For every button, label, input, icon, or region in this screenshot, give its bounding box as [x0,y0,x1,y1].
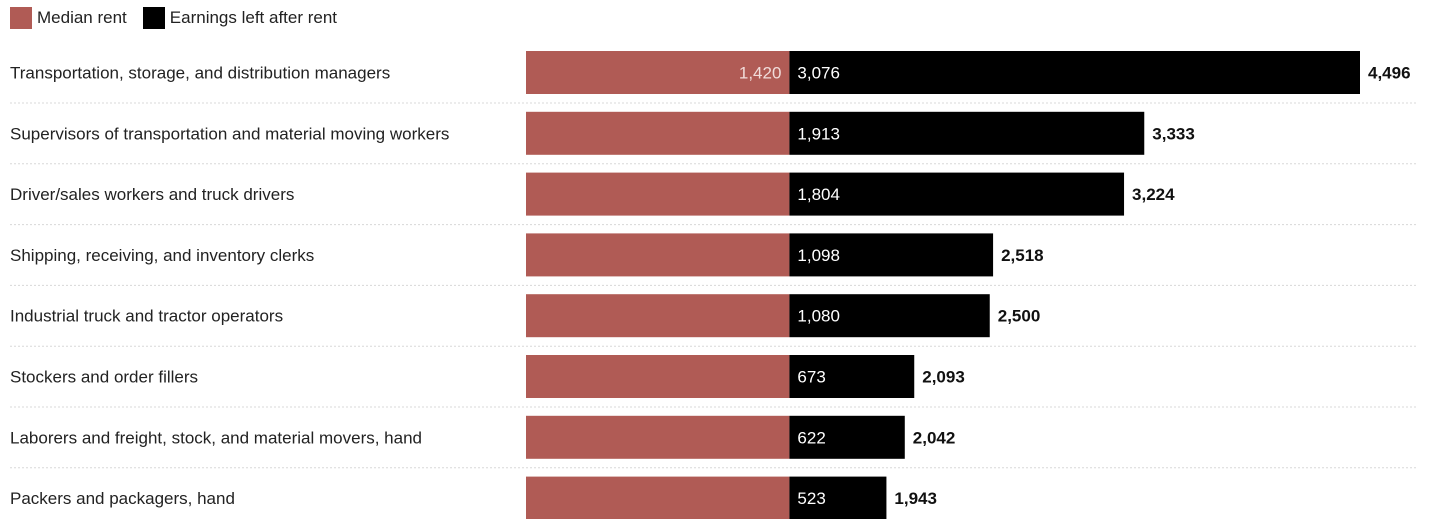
total-label: 2,093 [922,368,965,387]
total-label: 1,943 [894,489,937,508]
bar-segment-median-rent [526,172,790,216]
bar-segment-earnings-left [789,111,1145,155]
category-label: Laborers and freight, stock, and materia… [10,428,422,447]
data-label-earnings-left: 1,080 [797,307,840,326]
legend-item-earnings-left: Earnings left after rent [142,7,338,29]
data-label-earnings-left: 1,098 [797,246,840,265]
legend-swatch-earnings-left [142,7,165,29]
chart-legend: Median rent Earnings left after rent [10,6,353,30]
category-label: Shipping, receiving, and inventory clerk… [10,246,314,265]
data-label-earnings-left: 1,913 [797,124,840,143]
total-label: 2,500 [998,307,1041,326]
bar-segment-median-rent [526,233,790,277]
bar-segment-earnings-left [789,476,887,519]
category-label: Transportation, storage, and distributio… [10,64,390,83]
legend-swatch-median-rent [10,7,32,29]
total-label: 3,224 [1132,185,1175,204]
data-label-earnings-left: 673 [797,368,825,387]
data-label-earnings-left: 523 [797,489,825,508]
data-label-earnings-left: 622 [797,428,825,447]
data-label-earnings-left: 1,804 [797,185,840,204]
bar-segment-earnings-left [789,415,905,459]
bar-segment-median-rent [526,476,790,519]
total-label: 3,333 [1152,124,1195,143]
category-label: Packers and packagers, hand [10,489,235,508]
bar-segment-median-rent [526,355,790,398]
category-label: Stockers and order fillers [10,368,198,387]
legend-label-earnings-left: Earnings left after rent [169,8,338,27]
category-label: Driver/sales workers and truck drivers [10,185,294,204]
total-label: 2,518 [1001,246,1044,265]
data-label-median-rent: 1,420 [739,64,782,83]
legend-label-median-rent: Median rent [37,8,127,27]
bar-segment-earnings-left [789,233,994,277]
bar-segment-earnings-left [789,355,915,398]
bar-segment-median-rent [526,51,790,94]
category-label: Industrial truck and tractor operators [10,307,283,326]
bar-segment-median-rent [526,111,790,155]
total-label: 2,042 [913,428,956,447]
bar-segment-earnings-left [789,172,1125,216]
bar-segment-median-rent [526,294,790,338]
total-label: 4,496 [1368,64,1411,83]
data-label-earnings-left: 3,076 [797,64,840,83]
bar-segment-earnings-left [789,51,1360,94]
legend-item-median-rent: Median rent [10,7,127,29]
bar-segment-earnings-left [789,294,990,338]
bar-segment-median-rent [526,415,790,459]
category-label: Supervisors of transportation and materi… [10,124,449,143]
